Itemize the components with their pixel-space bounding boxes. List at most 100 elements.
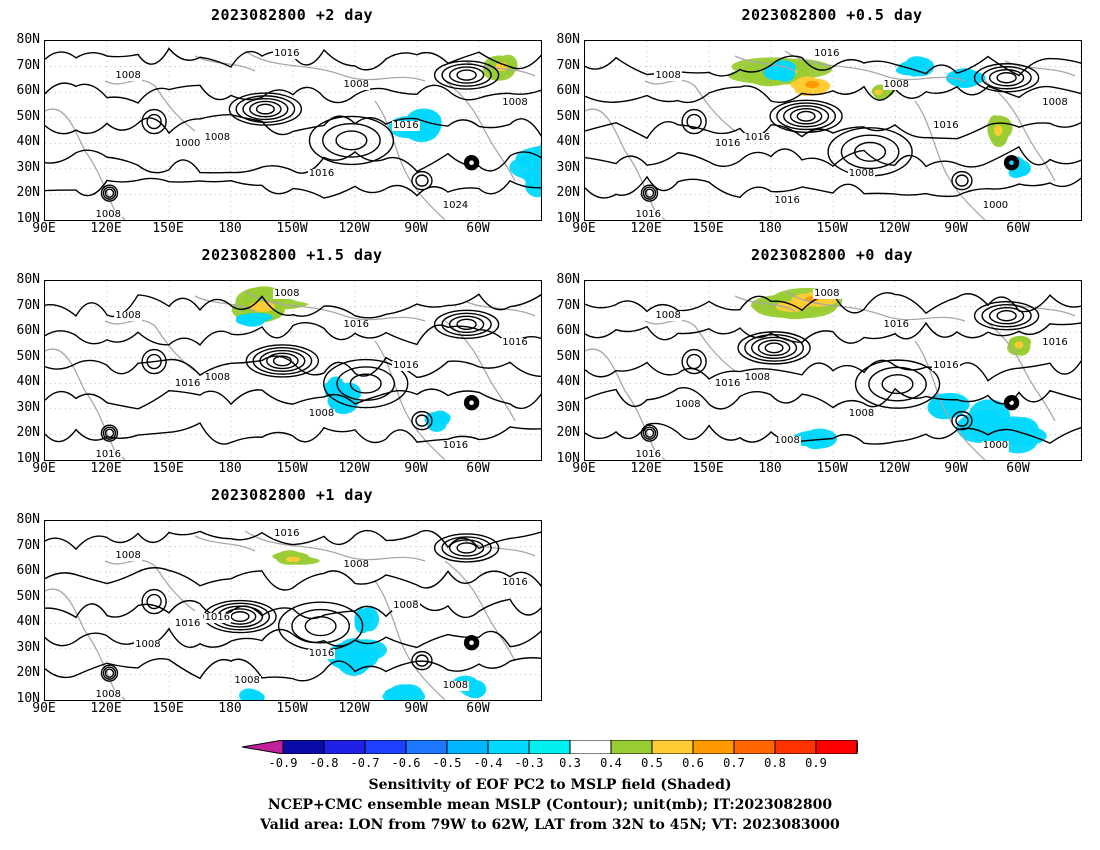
lat-tick-label: 40N [16, 374, 40, 390]
contour-label: 1008 [654, 69, 682, 81]
lat-tick-label: 70N [556, 57, 580, 73]
lat-tick-label: 80N [16, 32, 40, 47]
contour-label: 1008 [233, 675, 261, 687]
contour-label: 1008 [743, 372, 772, 384]
colorbar-segment [610, 740, 653, 754]
contour-label: 1008 [203, 372, 232, 384]
lon-tick-label: 120W [338, 221, 370, 236]
contour-label: 1016 [882, 318, 910, 330]
lat-tick-label: 20N [16, 665, 40, 681]
colorbar-segment [242, 740, 284, 754]
lon-tick-label: 150E [152, 461, 184, 476]
contour-label: 1016 [743, 132, 772, 144]
sensitivity-shading [382, 684, 426, 700]
lat-tick-label: 80N [556, 32, 580, 47]
lon-tick-label: 90W [404, 221, 428, 236]
lat-tick-label: 10N [556, 211, 580, 226]
contour-label: 1008 [342, 558, 370, 570]
caption-line-1: Sensitivity of EOF PC2 to MSLP field (Sh… [368, 777, 732, 793]
coastline [644, 79, 736, 132]
mslp-contours [585, 292, 1081, 445]
contour-label: 1016 [773, 195, 801, 207]
contour-label: 1016 [634, 449, 662, 461]
map-plot [45, 521, 541, 700]
colorbar-tick-label: -0.4 [473, 756, 503, 770]
contour-label: 1008 [773, 435, 801, 447]
lat-tick-label: 20N [16, 425, 40, 441]
sensitivity-shading [354, 607, 380, 634]
lat-tick-label: 40N [16, 134, 40, 150]
sensitivity-shading [1007, 335, 1032, 356]
contour-label: 1016 [932, 359, 960, 371]
lat-tick-label: 10N [16, 691, 40, 706]
coastline [194, 295, 256, 312]
lon-tick-label: 120E [90, 461, 122, 476]
colorbar-segment [282, 740, 325, 754]
colorbar-tick-label: 0.8 [764, 756, 786, 770]
colorbar-segment [364, 740, 407, 754]
mslp-contours [45, 293, 541, 445]
lat-tick-label: 80N [16, 512, 40, 527]
coastline [784, 50, 966, 82]
colorbar-segment [651, 740, 694, 754]
sensitivity-shading [272, 550, 320, 565]
lat-tick-label: 20N [16, 185, 40, 201]
sensitivity-shading [763, 60, 797, 82]
lon-tick-label: 90E [32, 461, 56, 476]
colorbar-tick-label: 0.4 [600, 756, 622, 770]
colorbar-segment [815, 740, 858, 754]
lon-tick-label: 90E [32, 701, 56, 716]
coastline [585, 348, 666, 460]
contour-label: 1016 [173, 377, 202, 389]
colorbar-tick-label: 0.3 [559, 756, 581, 770]
coastline [194, 535, 256, 552]
contour-label: 1008 [307, 408, 336, 420]
lat-tick-label: 70N [16, 297, 40, 313]
contour-label: 1008 [441, 680, 470, 692]
coastline [984, 80, 1056, 182]
coastline [244, 530, 426, 562]
sensitivity-shading [239, 688, 265, 700]
lon-tick-label: 180 [218, 461, 242, 476]
contour-label: 1008 [654, 309, 682, 321]
contour-label: 1016 [501, 576, 529, 588]
lon-tick-label: 150W [816, 221, 848, 236]
colorbar-segment [405, 740, 448, 754]
lon-tick-label: 180 [218, 701, 242, 716]
lat-tick-label: 40N [556, 374, 580, 390]
sensitivity-shading [284, 282, 341, 305]
lon-tick-label: 90W [404, 701, 428, 716]
coastline [914, 340, 986, 460]
coastline [644, 319, 736, 372]
colorbar-segment [487, 740, 530, 754]
contour-label: 1024 [441, 200, 470, 212]
contour-label: 1016 [203, 612, 232, 624]
sensitivity-shading [848, 286, 889, 303]
lon-tick-label: 120W [878, 461, 910, 476]
contour-label: 1016 [441, 440, 470, 452]
lon-tick-label: 150W [816, 461, 848, 476]
contour-label: 1008 [392, 599, 420, 611]
lon-tick-label: 90E [572, 461, 596, 476]
coastline [444, 560, 516, 662]
map-plot [45, 41, 541, 220]
colorbar-tick-label: 0.6 [682, 756, 704, 770]
contour-label: 1008 [134, 639, 162, 651]
contour-label: 1016 [501, 336, 529, 348]
contour-label: 1000 [981, 440, 1010, 452]
lat-tick-label: 30N [16, 639, 40, 655]
lat-tick-label: 80N [556, 272, 580, 287]
lat-tick-label: 30N [16, 399, 40, 415]
lat-tick-label: 50N [16, 348, 40, 364]
contour-label: 1008 [674, 399, 702, 411]
lat-tick-label: 30N [556, 399, 580, 415]
contour-label: 1016 [1041, 336, 1069, 348]
lat-tick-label: 50N [16, 108, 40, 124]
colorbar-segment [856, 740, 858, 754]
coastline [104, 79, 196, 132]
colorbar-segment [323, 740, 366, 754]
contour-label: 1008 [94, 689, 122, 701]
contour-label: 1016 [713, 377, 742, 389]
lat-tick-label: 60N [16, 563, 40, 579]
contour-label: 1008 [847, 408, 876, 420]
